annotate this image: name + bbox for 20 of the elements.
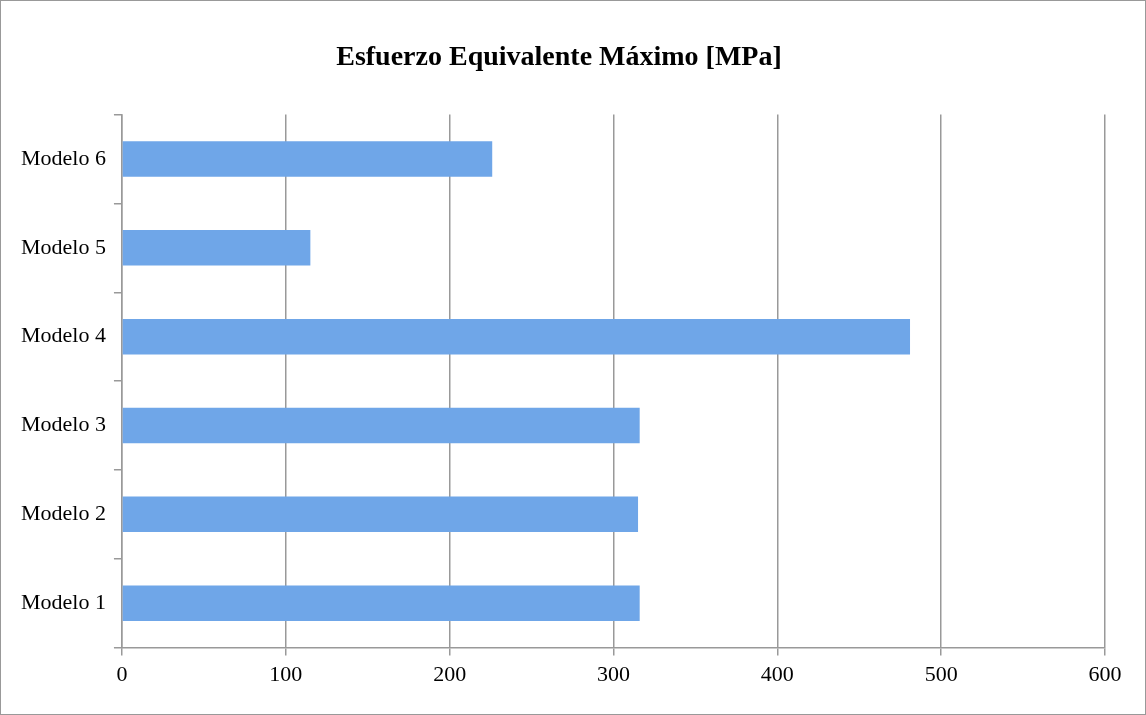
x-tick-label: 100 (269, 660, 303, 686)
bar (122, 230, 311, 266)
x-tick-label: 200 (433, 660, 467, 686)
bar (122, 318, 911, 355)
y-tick-label: Modelo 4 (20, 322, 106, 348)
y-tick-label: Modelo 1 (20, 588, 106, 614)
y-tick-label: Modelo 2 (20, 500, 106, 526)
bar (122, 141, 493, 177)
x-tick-label: 600 (1088, 660, 1122, 686)
y-tick-label: Modelo 3 (20, 411, 106, 437)
x-tick-label: 500 (924, 660, 958, 686)
bar (122, 407, 640, 444)
x-tick-label: 300 (596, 660, 630, 686)
bar (122, 585, 640, 621)
x-tick-label: 400 (760, 660, 794, 686)
y-tick-label: Modelo 5 (20, 233, 106, 259)
x-tick-label: 0 (116, 660, 128, 686)
y-tick-label: Modelo 6 (20, 144, 106, 170)
bar (122, 496, 639, 533)
chart-title: Esfuerzo Equivalente Máximo [MPa] (336, 40, 782, 72)
